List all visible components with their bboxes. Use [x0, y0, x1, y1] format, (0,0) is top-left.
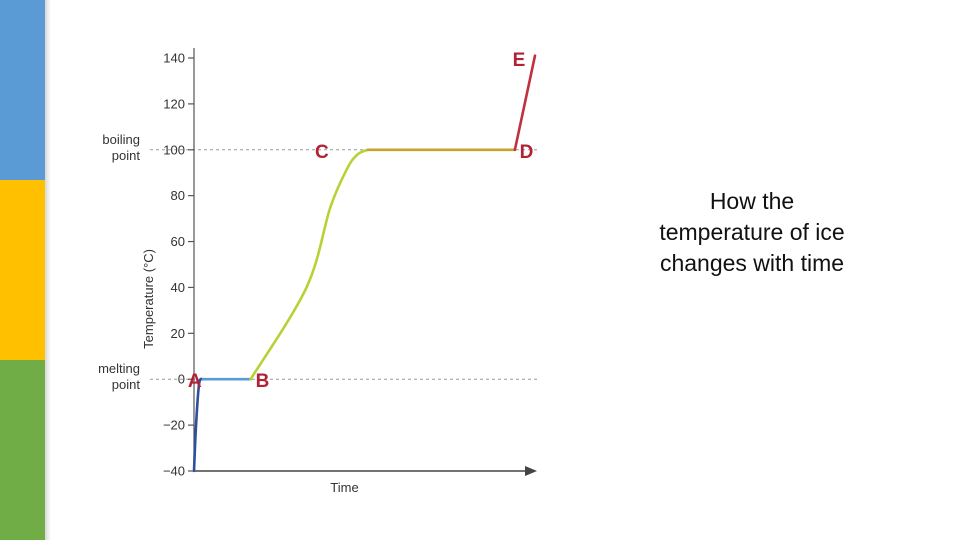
caption-line-2: temperature of ice [659, 219, 845, 245]
y-tick-label: 60 [171, 234, 185, 249]
y-tick-label: −20 [163, 418, 185, 433]
sidebar-stripe-blue [0, 0, 45, 180]
point-label-e: E [513, 50, 526, 71]
sidebar-stripe-yellow [0, 180, 45, 360]
series-line-4 [513, 54, 537, 152]
y-tick-label: 40 [171, 280, 185, 295]
x-axis-arrow [525, 466, 537, 476]
reference-label: point [112, 148, 141, 163]
caption-line-1: How the [709, 188, 795, 214]
reference-label: point [112, 377, 141, 392]
sidebar-shadow [45, 0, 51, 540]
y-tick-label: 20 [171, 326, 185, 341]
y-tick-label: 0 [178, 372, 185, 387]
point-label-c: C [315, 142, 329, 163]
y-tick-label: 80 [171, 188, 185, 203]
x-axis-title: Time [330, 480, 358, 495]
point-label-b: B [256, 371, 270, 392]
y-tick-label: 120 [163, 96, 185, 111]
y-tick-label: −40 [163, 464, 185, 479]
sidebar-stripe-green [0, 360, 45, 540]
point-label-d: D [520, 142, 534, 163]
y-axis-title: Temperature (°C) [141, 249, 156, 349]
y-tick-label: 140 [163, 51, 185, 66]
reference-label: boiling [102, 132, 140, 147]
point-label-a: A [188, 371, 202, 392]
caption-line-3: changes with time [659, 250, 845, 276]
y-tick-label: 100 [163, 142, 185, 157]
reference-label: melting [98, 361, 140, 376]
slide-caption: How the temperature of ice changes with … [622, 186, 882, 279]
series-line-2 [249, 148, 370, 381]
series-line-0 [192, 377, 205, 473]
